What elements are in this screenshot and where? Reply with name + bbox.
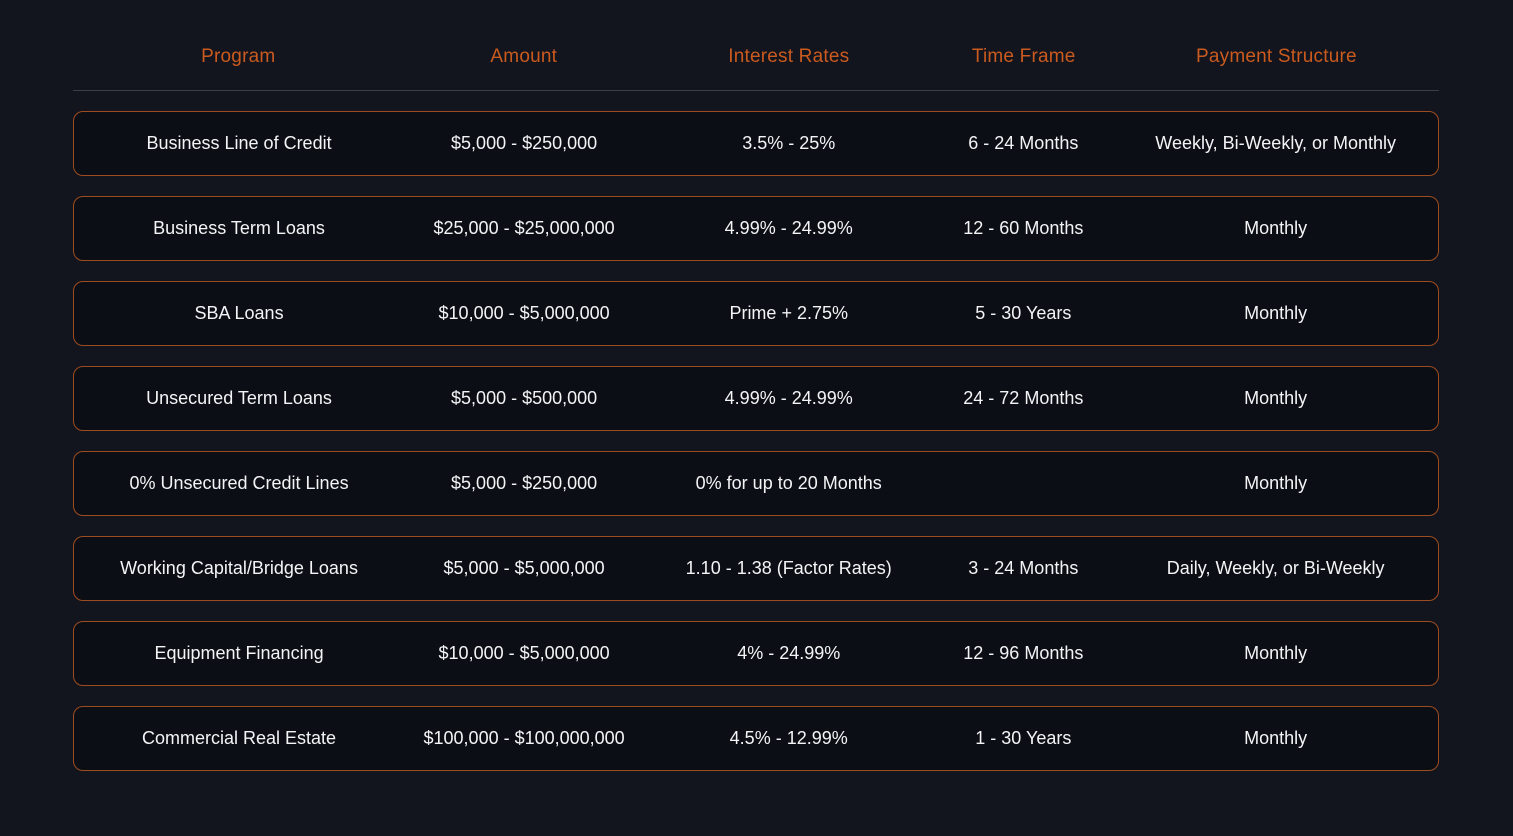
cell-interest-rates: 4% - 24.99%: [737, 643, 841, 663]
cell-time-frame: 6 - 24 Months: [968, 133, 1079, 153]
cell-amount: $10,000 - $5,000,000: [438, 303, 610, 323]
cell-interest-rates: 4.5% - 12.99%: [729, 728, 848, 748]
cell-payment-structure: Monthly: [1244, 303, 1308, 323]
table-header-row: Program Amount Interest Rates Time Frame…: [73, 24, 1439, 91]
cell-interest-rates: 3.5% - 25%: [742, 133, 836, 153]
table-row: Business Line of Credit $5,000 - $250,00…: [73, 111, 1439, 176]
table-row: Working Capital/Bridge Loans $5,000 - $5…: [73, 536, 1439, 601]
cell-payment-structure: Daily, Weekly, or Bi-Weekly: [1166, 558, 1385, 578]
cell-payment-structure: Monthly: [1244, 643, 1308, 663]
loan-programs-table: Program Amount Interest Rates Time Frame…: [73, 24, 1439, 771]
table-row: SBA Loans $10,000 - $5,000,000 Prime + 2…: [73, 281, 1439, 346]
column-header-program: Program: [201, 46, 276, 67]
cell-interest-rates: 4.99% - 24.99%: [724, 388, 853, 408]
cell-amount: $5,000 - $250,000: [451, 133, 598, 153]
column-header-time-frame: Time Frame: [971, 46, 1076, 67]
column-header-amount: Amount: [490, 46, 558, 67]
table-row: Unsecured Term Loans $5,000 - $500,000 4…: [73, 366, 1439, 431]
cell-payment-structure: Weekly, Bi-Weekly, or Monthly: [1155, 133, 1397, 153]
cell-program: Business Line of Credit: [146, 133, 332, 153]
cell-time-frame: 24 - 72 Months: [963, 388, 1084, 408]
table-row: Commercial Real Estate $100,000 - $100,0…: [73, 706, 1439, 771]
cell-interest-rates: 0% for up to 20 Months: [695, 473, 882, 493]
cell-amount: $5,000 - $250,000: [451, 473, 598, 493]
cell-payment-structure: Monthly: [1244, 473, 1308, 493]
cell-time-frame: 12 - 96 Months: [963, 643, 1084, 663]
cell-payment-structure: Monthly: [1244, 388, 1308, 408]
cell-amount: $5,000 - $5,000,000: [443, 558, 605, 578]
cell-interest-rates: Prime + 2.75%: [729, 303, 848, 323]
cell-amount: $10,000 - $5,000,000: [438, 643, 610, 663]
cell-program: SBA Loans: [194, 303, 284, 323]
table-row: Equipment Financing $10,000 - $5,000,000…: [73, 621, 1439, 686]
table-row: 0% Unsecured Credit Lines $5,000 - $250,…: [73, 451, 1439, 516]
cell-program: Business Term Loans: [153, 218, 325, 238]
cell-program: Commercial Real Estate: [142, 728, 337, 748]
table-row: Business Term Loans $25,000 - $25,000,00…: [73, 196, 1439, 261]
cell-payment-structure: Monthly: [1244, 728, 1308, 748]
cell-program: Working Capital/Bridge Loans: [120, 558, 358, 578]
cell-time-frame: 5 - 30 Years: [975, 303, 1072, 323]
cell-interest-rates: 4.99% - 24.99%: [724, 218, 853, 238]
cell-time-frame: 12 - 60 Months: [963, 218, 1084, 238]
cell-program: Unsecured Term Loans: [146, 388, 332, 408]
cell-program: Equipment Financing: [154, 643, 324, 663]
cell-time-frame: 1 - 30 Years: [975, 728, 1072, 748]
cell-time-frame: 3 - 24 Months: [968, 558, 1079, 578]
cell-interest-rates: 1.10 - 1.38 (Factor Rates): [685, 558, 892, 578]
column-header-interest-rates: Interest Rates: [728, 46, 850, 67]
cell-amount: $25,000 - $25,000,000: [433, 218, 615, 238]
cell-payment-structure: Monthly: [1244, 218, 1308, 238]
cell-amount: $5,000 - $500,000: [451, 388, 598, 408]
cell-program: 0% Unsecured Credit Lines: [129, 473, 349, 493]
column-header-payment-structure: Payment Structure: [1196, 46, 1357, 67]
cell-amount: $100,000 - $100,000,000: [423, 728, 625, 748]
